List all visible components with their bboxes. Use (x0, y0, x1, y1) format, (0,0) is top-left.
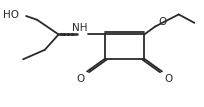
Text: HO: HO (3, 10, 19, 20)
Text: O: O (76, 74, 84, 84)
Text: O: O (165, 74, 173, 84)
Text: NH: NH (72, 23, 87, 33)
Text: O: O (159, 17, 167, 27)
